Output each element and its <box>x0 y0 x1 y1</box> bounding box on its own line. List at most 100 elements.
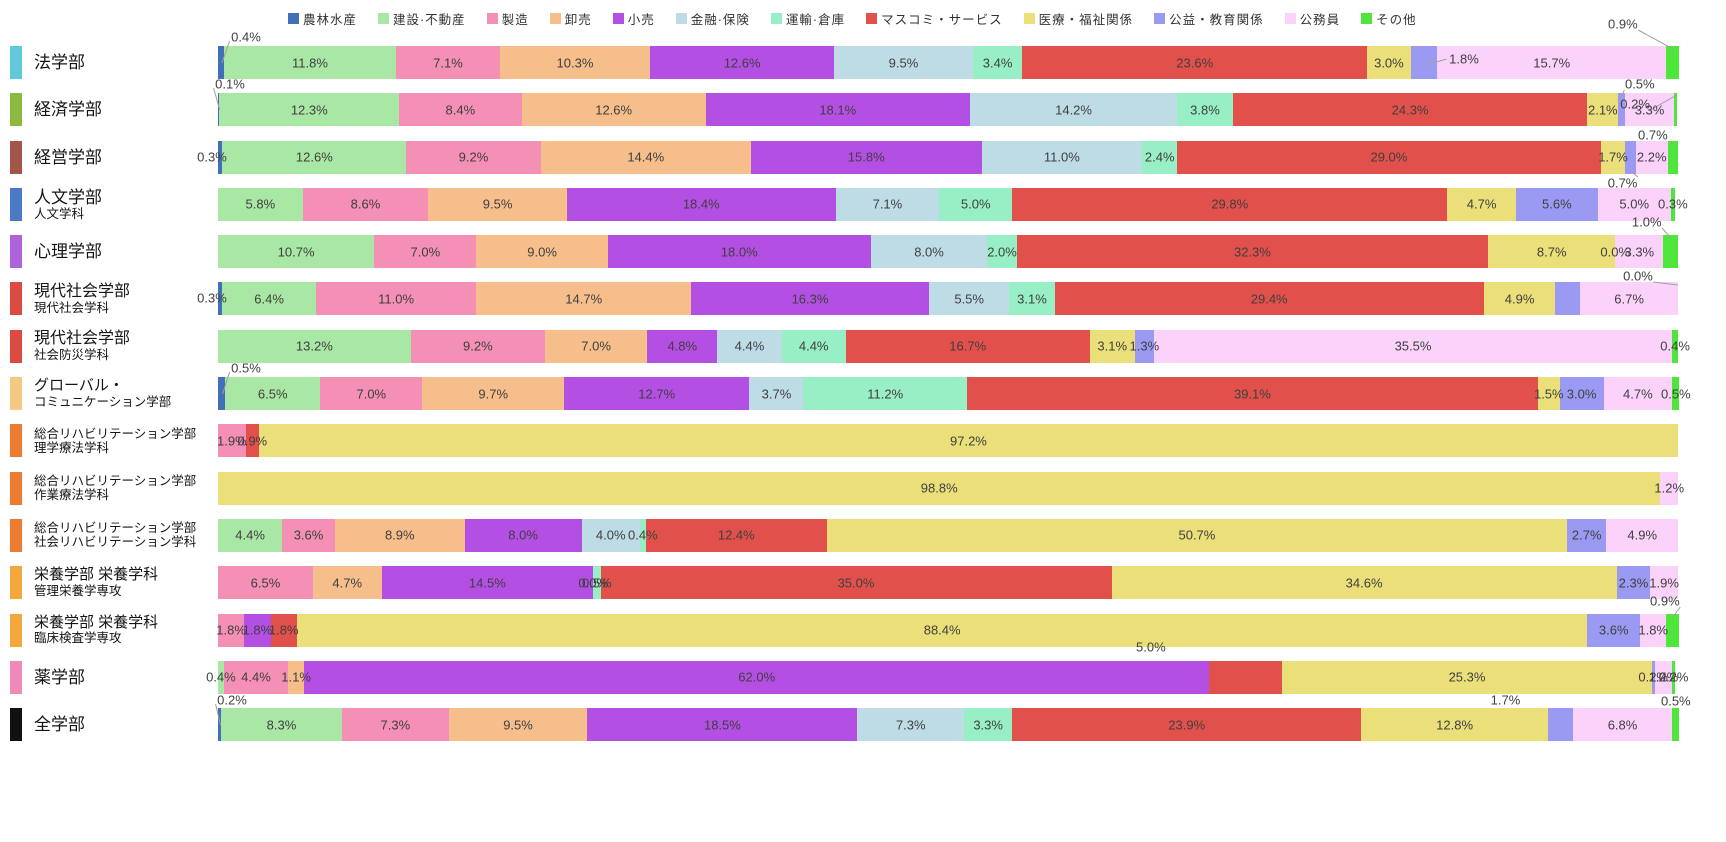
bar-segment-医療・福祉関係 <box>1488 235 1616 269</box>
value-label-建設·不動産: 12.3% <box>290 102 328 118</box>
row-総合リハビリテーション学部-理学療法学科: 総合リハビリテーション学部 理学療法学科 1.9% 0.9% 97.2% <box>8 424 1718 458</box>
value-label-運輸·倉庫: 0.4% <box>628 527 658 543</box>
value-label-公益・教育関係: 3.6% <box>1598 622 1629 638</box>
value-label-建設·不動産: 10.7% <box>277 244 315 260</box>
bar-segment-マスコミ・サービス <box>1012 187 1448 221</box>
value-label-卸売: 14.7% <box>565 291 603 307</box>
bar-segment-製造 <box>218 424 246 458</box>
bar-segment-建設·不動産 <box>218 235 375 269</box>
faculty-name: 現代社会学部 <box>34 330 131 348</box>
value-label-医療・福祉関係: 34.6% <box>1345 575 1383 591</box>
bar-segment-運輸·倉庫 <box>987 235 1017 269</box>
bar-segment-金融·保険 <box>749 377 804 411</box>
value-label-公務員: 1.8% <box>1638 622 1668 638</box>
row-法学部: 法学部 0.4% 11.8% 7.1% 10.3% 12.6% 9.5% 3.4% 23.6% 3… <box>8 17 1718 79</box>
faculty-swatch <box>10 235 22 269</box>
faculty-subname: 人文学科 <box>34 206 85 221</box>
bar-segment-公益・教育関係 <box>1548 708 1573 742</box>
value-label-製造: 1.8% <box>216 622 246 638</box>
bar-segment-小売 <box>705 93 970 127</box>
bar-segment-公務員 <box>1580 282 1678 316</box>
value-label-医療・福祉関係: 1.5% <box>1533 386 1564 402</box>
legend-label: その他 <box>1376 13 1417 27</box>
bar-segment-公益・教育関係 <box>1515 187 1598 221</box>
bar-segment-公務員 <box>1603 377 1673 411</box>
legend-swatch-icon <box>675 13 687 24</box>
bar-segment-医療・福祉関係 <box>1537 377 1560 411</box>
value-label-その他: 0.3% <box>1658 196 1688 212</box>
row-グローバル・-コミュニケーション学部: グローバル・ コミュニケーション学部 0.5% 6.5% 7.0% 9.7% 12.7% 3.… <box>8 361 1718 411</box>
value-label-公務員: 35.5% <box>1394 338 1432 354</box>
legend-label: 農林水産 <box>303 13 358 27</box>
value-label-運輸·倉庫: 3.8% <box>1190 102 1220 118</box>
value-label-建設·不動産: 5.8% <box>245 196 276 212</box>
faculty-name: 栄養学部 栄養学科 <box>34 613 159 631</box>
row-栄養学部 栄養学科-管理栄養学専攻: 栄養学部 栄養学科 管理栄養学専攻 6.5% 4.7% 14.5% 0.0% 0.5% 35.… <box>8 566 1718 600</box>
bar-segment-製造 <box>315 282 477 316</box>
bar-segment-マスコミ・サービス <box>845 329 1090 363</box>
legend-label: 運輸·倉庫 <box>785 13 846 27</box>
bar-segment-製造 <box>302 187 429 221</box>
faculty-name: 総合リハビリテーション学部 <box>34 521 197 536</box>
bar-segment-卸売 <box>448 708 588 742</box>
bar-segment-卸売 <box>422 377 564 411</box>
bar-segment-その他 <box>1672 377 1680 411</box>
bar-segment-建設·不動産 <box>218 187 303 221</box>
bar-segment-その他 <box>1673 93 1677 127</box>
value-label-卸売: 12.6% <box>595 102 633 118</box>
legend-swatch-icon <box>770 13 782 24</box>
bar-segment-運輸·倉庫 <box>639 518 646 552</box>
value-label-金融·保険: 14.2% <box>1055 102 1092 118</box>
bar-segment-卸売 <box>545 329 648 363</box>
bar-segment-金融·保険 <box>834 46 973 79</box>
bar-segment-その他 <box>1666 46 1680 79</box>
value-label-農林水産: 0.4% <box>231 29 261 45</box>
bar-segment-その他 <box>1672 329 1678 363</box>
faculty-name: 経済学部 <box>34 100 102 120</box>
value-label-卸売: 9.5% <box>482 196 513 212</box>
value-label-マスコミ・サービス: 39.1% <box>1233 386 1271 402</box>
legend-label: 公益・教育関係 <box>1169 13 1264 27</box>
value-label-運輸·倉庫: 11.2% <box>867 386 904 402</box>
bar-segment-農林水産 <box>218 282 223 316</box>
bar-segment-運輸·倉庫 <box>803 377 967 411</box>
value-label-小売: 16.3% <box>791 291 829 307</box>
bar-segment-建設·不動産 <box>218 329 411 363</box>
value-label-医療・福祉関係: 4.9% <box>1504 291 1535 307</box>
value-label-建設·不動産: 6.4% <box>254 291 284 307</box>
value-label-マスコミ・サービス: 1.8% <box>268 622 299 638</box>
bar-segment-卸売 <box>521 93 706 127</box>
faculty-label: 人文学部 人文学科 <box>34 188 102 221</box>
faculty-subname: 管理栄養学専攻 <box>34 584 122 599</box>
bar-segment-小売 <box>244 613 271 647</box>
value-label-マスコミ・サービス: 24.3% <box>1391 102 1429 118</box>
value-label-卸売: 10.3% <box>556 55 594 70</box>
bar-segment-卸売 <box>476 235 608 269</box>
value-label-建設·不動産: 11.8% <box>292 55 328 70</box>
bar-segment-製造 <box>218 613 245 647</box>
bar-segment-運輸·倉庫 <box>1009 282 1055 316</box>
bar-segment-医療・福祉関係 <box>258 424 1678 458</box>
value-label-製造: 7.1% <box>433 55 463 70</box>
value-label-小売: 18.4% <box>682 196 720 212</box>
bar-segment-卸売 <box>312 566 382 600</box>
value-label-製造: 7.3% <box>380 717 411 733</box>
row-全学部: 全学部 0.2% 8.3% 7.3% 9.5% 18.5% 7.3% 3.3% 23.9% 12.… <box>8 693 1718 742</box>
bar-segment-建設·不動産 <box>220 708 343 742</box>
faculty-swatch <box>10 613 22 647</box>
legend-swatch-icon <box>1361 13 1373 24</box>
value-label-運輸·倉庫: 0.5% <box>582 575 612 591</box>
bar-segment-小売 <box>566 187 836 221</box>
legend-item-その他: その他 <box>1361 9 1417 28</box>
legend-item-卸売: 卸売 <box>549 9 592 28</box>
bar-segment-小売 <box>564 377 750 411</box>
value-label-その他: 1.0% <box>1631 214 1662 230</box>
value-label-公益・教育関係: 0.2% <box>1638 669 1668 685</box>
bar-segment-卸売 <box>540 140 751 174</box>
bar-segment-公益・教育関係 <box>1651 660 1655 694</box>
bar-segment-公益・教育関係 <box>1616 566 1651 600</box>
value-label-マスコミ・サービス: 23.6% <box>1176 55 1214 70</box>
bar-segment-建設·不動産 <box>222 140 407 174</box>
value-label-公務員: 6.8% <box>1607 717 1638 733</box>
bar-segment-金融·保険 <box>717 329 782 363</box>
